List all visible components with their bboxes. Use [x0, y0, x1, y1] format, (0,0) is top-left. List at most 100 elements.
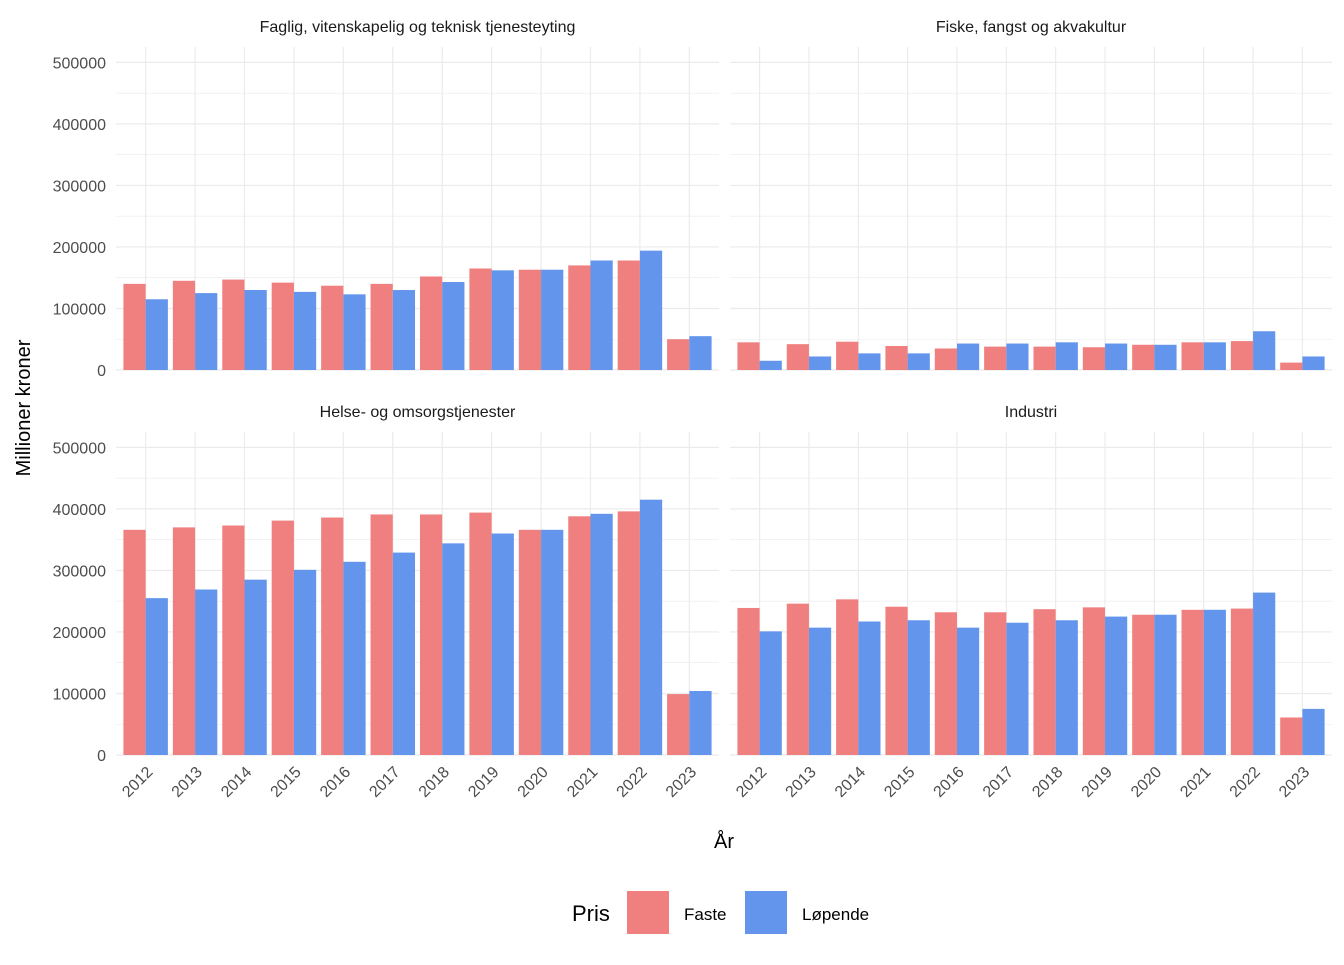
bar: [568, 265, 591, 370]
bar: [293, 291, 317, 370]
x-tick-label: 2013: [783, 764, 820, 801]
bar: [392, 290, 416, 370]
bar: [1230, 608, 1254, 755]
bar: [667, 694, 690, 755]
bar: [195, 589, 218, 755]
x-tick-label: 2019: [1079, 764, 1116, 801]
bar: [737, 607, 760, 755]
bar: [1181, 342, 1204, 370]
bar: [392, 552, 416, 755]
bar: [836, 599, 859, 755]
x-tick-label: 2012: [733, 764, 770, 801]
x-tick-label: 2016: [931, 764, 968, 801]
bar: [145, 598, 168, 755]
y-tick-label: 200000: [53, 625, 106, 642]
bar: [984, 612, 1007, 755]
bar: [518, 269, 542, 370]
bar: [1055, 620, 1078, 755]
legend-swatch: [627, 891, 669, 934]
y-tick-label: 300000: [53, 563, 106, 580]
bar: [518, 529, 542, 755]
bar: [123, 283, 146, 370]
bar: [293, 569, 317, 755]
y-tick-label: 100000: [53, 301, 106, 318]
y-tick-label: 500000: [53, 440, 106, 457]
x-tick-label: 2013: [169, 764, 206, 801]
y-tick-label: 100000: [53, 686, 106, 703]
x-tick-label: 2014: [218, 764, 255, 801]
bar: [123, 529, 146, 755]
y-tick-label: 200000: [53, 240, 106, 257]
bar: [1181, 609, 1204, 755]
bar: [1082, 607, 1106, 755]
bar: [1253, 331, 1276, 370]
bar: [836, 341, 859, 370]
bar: [808, 627, 832, 755]
bar: [1302, 356, 1325, 370]
y-tick-label: 500000: [53, 55, 106, 72]
bar: [617, 260, 640, 370]
bar: [808, 356, 832, 370]
bar: [321, 517, 344, 755]
bar: [491, 270, 514, 370]
bar: [1006, 622, 1029, 755]
bar: [442, 543, 465, 755]
bar: [172, 527, 196, 755]
bar: [934, 348, 957, 370]
x-tick-label: 2015: [268, 764, 305, 801]
x-tick-label: 2021: [564, 764, 601, 801]
bar: [1253, 592, 1276, 755]
x-tick-label: 2020: [1128, 764, 1165, 801]
bar: [1203, 609, 1226, 755]
x-tick-label: 2022: [614, 764, 651, 801]
facet-title: Helse- og omsorgstjenester: [320, 404, 516, 421]
bar: [667, 339, 690, 370]
bar: [759, 360, 782, 370]
legend-swatch: [745, 891, 787, 934]
bar: [370, 514, 393, 755]
bar: [1280, 362, 1303, 370]
x-tick-label: 2020: [515, 764, 552, 801]
bar: [1132, 344, 1155, 370]
bar: [1006, 343, 1029, 370]
bar: [469, 512, 492, 755]
y-tick-label: 400000: [53, 502, 106, 519]
bar: [244, 579, 267, 755]
bar: [343, 294, 366, 370]
bar: [419, 276, 443, 370]
bar: [370, 283, 393, 370]
bar: [1055, 342, 1078, 370]
y-tick-label: 400000: [53, 117, 106, 134]
bar: [195, 293, 218, 370]
bar: [541, 269, 564, 370]
bar: [1230, 341, 1254, 370]
bar: [1203, 342, 1226, 370]
bar: [1132, 614, 1155, 755]
legend-label: Løpende: [802, 905, 869, 924]
y-tick-label: 300000: [53, 178, 106, 195]
bar: [343, 561, 366, 755]
y-axis-title: Millioner kroner: [13, 339, 35, 476]
bar: [786, 603, 809, 755]
bar: [491, 533, 514, 755]
x-tick-label: 2012: [119, 764, 156, 801]
bar: [590, 260, 613, 370]
bar: [271, 282, 294, 370]
bar: [1033, 609, 1056, 755]
bar: [145, 299, 168, 370]
x-tick-label: 2017: [980, 764, 1017, 801]
bar: [1280, 717, 1303, 755]
x-tick-label: 2022: [1227, 764, 1264, 801]
bar: [1154, 614, 1177, 755]
bar: [419, 514, 443, 755]
bar: [590, 513, 613, 755]
bar: [885, 606, 908, 755]
bar: [1154, 344, 1177, 370]
x-tick-label: 2023: [663, 764, 700, 801]
legend-label: Faste: [684, 905, 727, 924]
legend-title: Pris: [572, 901, 610, 926]
bar: [1033, 346, 1056, 370]
bar: [244, 290, 267, 370]
bar: [858, 621, 881, 755]
